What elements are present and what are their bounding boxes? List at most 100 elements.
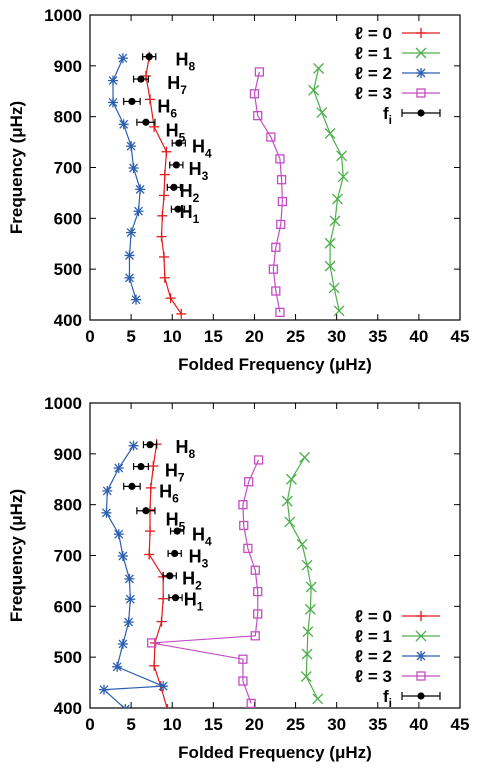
series-3-point xyxy=(271,286,281,296)
x-tick-label: 25 xyxy=(286,715,305,734)
series-2-point xyxy=(101,507,112,518)
series-2-point xyxy=(117,53,128,64)
y-tick-label: 600 xyxy=(54,597,82,616)
x-tick-label: 0 xyxy=(85,327,94,346)
y-tick-label: 1000 xyxy=(44,394,82,413)
fi-point xyxy=(169,527,185,535)
y-tick-label: 500 xyxy=(54,648,82,667)
series-2-point xyxy=(102,485,113,496)
x-tick-label: 45 xyxy=(451,715,470,734)
y-tick-label: 1000 xyxy=(44,6,82,25)
series-line-1 xyxy=(286,457,319,700)
series-0-point xyxy=(159,190,169,201)
series-3-point xyxy=(253,455,264,465)
series-2-point xyxy=(126,141,137,152)
series-1-point xyxy=(301,648,313,660)
fi-point xyxy=(132,462,149,471)
series-1-point xyxy=(328,282,340,294)
series-3-point xyxy=(239,520,249,531)
legend-marker-0 xyxy=(416,611,426,621)
x-tick-label: 5 xyxy=(126,327,135,346)
series-2-point xyxy=(117,638,128,649)
series-1-point xyxy=(284,516,296,528)
legend-marker-2 xyxy=(416,68,426,78)
annotation-subscript: 4 xyxy=(205,535,212,549)
plot-area xyxy=(108,51,349,319)
series-1-point xyxy=(324,127,336,139)
series-0-point xyxy=(149,660,160,671)
series-3-point xyxy=(250,631,260,641)
series-3-point xyxy=(238,500,248,510)
series-2-point xyxy=(98,684,109,695)
series-3-point xyxy=(268,264,279,274)
series-1-point xyxy=(329,215,341,227)
y-tick-label: 600 xyxy=(54,209,82,228)
series-2-point xyxy=(113,529,124,540)
plot-frame xyxy=(89,402,461,709)
fi-point xyxy=(166,183,182,191)
legend-marker-1 xyxy=(415,630,427,642)
annotation-H3: H3 xyxy=(189,159,209,183)
annotation-subscript: 5 xyxy=(179,130,186,144)
fi-point xyxy=(123,97,141,106)
series-1-point xyxy=(312,693,324,705)
x-tick-label: 30 xyxy=(327,715,346,734)
x-axis-label: Folded Frequency (μHz) xyxy=(178,743,372,762)
series-3-point xyxy=(277,196,288,207)
series-3-point xyxy=(249,89,260,99)
legend-marker-3 xyxy=(416,671,426,681)
annotation-subscript: 3 xyxy=(202,169,209,183)
x-tick-label: 25 xyxy=(286,327,305,346)
x-tick-label: 30 xyxy=(327,327,346,346)
legend-label-0: ℓ = 0 xyxy=(355,24,392,43)
annotation-H8: H8 xyxy=(176,437,196,461)
series-2-point xyxy=(120,704,130,708)
x-tick-label: 10 xyxy=(163,327,182,346)
legend-label-3: ℓ = 3 xyxy=(355,84,392,103)
series-3-point xyxy=(253,111,263,121)
series-0-point xyxy=(157,210,168,221)
series-2-point xyxy=(135,184,146,195)
series-0-point xyxy=(159,251,169,262)
x-tick-label: 35 xyxy=(368,715,387,734)
series-line-3 xyxy=(253,71,284,313)
annotation-H1: H1 xyxy=(180,202,200,226)
series-2-point xyxy=(126,227,137,238)
annotation-H7: H7 xyxy=(167,73,187,97)
annotation-subscript: 3 xyxy=(202,557,209,571)
series-0-point xyxy=(159,169,170,180)
series-2-point xyxy=(158,681,169,692)
y-tick-label: 700 xyxy=(54,159,82,178)
y-tick-label: 900 xyxy=(54,57,82,76)
series-0-point xyxy=(145,94,156,105)
legend-marker-1 xyxy=(415,47,427,59)
series-2-point xyxy=(108,75,119,86)
x-tick-label: 35 xyxy=(368,327,387,346)
legend-label-3: ℓ = 3 xyxy=(355,667,392,686)
series-1-point xyxy=(333,305,345,317)
series-3-point xyxy=(253,609,263,619)
legend-label-2: ℓ = 2 xyxy=(355,647,392,666)
x-tick-label: 10 xyxy=(163,715,182,734)
x-tick-label: 0 xyxy=(85,715,94,734)
x-axis-label: Folded Frequency (μHz) xyxy=(178,355,372,374)
series-1-point xyxy=(302,626,314,638)
bottom-chart: 0 5 10 15 20 25 30 35 40 454005006007008009001000… xyxy=(7,394,470,762)
series-3-point xyxy=(276,175,287,185)
x-tick-label: 15 xyxy=(204,327,223,346)
legend-label-1: ℓ = 1 xyxy=(355,627,392,646)
series-1-point xyxy=(332,193,343,205)
legend-label-fi: fi xyxy=(383,687,392,710)
annotation-subscript: 2 xyxy=(195,578,202,592)
series-2-point xyxy=(124,272,135,283)
y-tick-label: 500 xyxy=(54,260,82,279)
series-2-point xyxy=(133,206,144,217)
legend-label-1: ℓ = 1 xyxy=(355,44,392,63)
fi-point xyxy=(142,53,157,61)
series-0-point xyxy=(145,526,156,537)
fi-point xyxy=(136,507,156,515)
series-0-point xyxy=(158,593,169,604)
y-tick-label: 700 xyxy=(54,547,82,566)
annotation-subscript: 5 xyxy=(179,519,186,533)
series-2-point xyxy=(112,661,123,672)
